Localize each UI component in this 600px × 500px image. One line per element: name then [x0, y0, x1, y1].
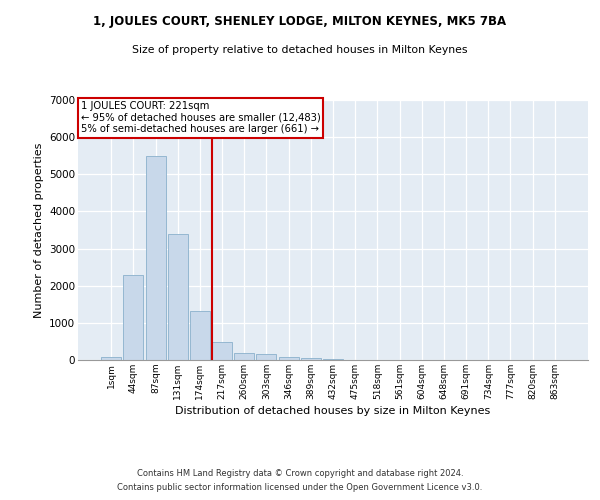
Bar	[212, 342, 232, 360]
Bar	[278, 356, 299, 360]
Bar	[190, 312, 210, 360]
Text: Size of property relative to detached houses in Milton Keynes: Size of property relative to detached ho…	[132, 45, 468, 55]
Text: 1, JOULES COURT, SHENLEY LODGE, MILTON KEYNES, MK5 7BA: 1, JOULES COURT, SHENLEY LODGE, MILTON K…	[94, 15, 506, 28]
Bar	[146, 156, 166, 360]
Bar	[101, 358, 121, 360]
Bar	[234, 352, 254, 360]
Bar	[301, 358, 321, 360]
Y-axis label: Number of detached properties: Number of detached properties	[34, 142, 44, 318]
Bar	[124, 274, 143, 360]
Text: Contains HM Land Registry data © Crown copyright and database right 2024.: Contains HM Land Registry data © Crown c…	[137, 468, 463, 477]
Text: Contains public sector information licensed under the Open Government Licence v3: Contains public sector information licen…	[118, 484, 482, 492]
Bar	[256, 354, 277, 360]
Text: 1 JOULES COURT: 221sqm
← 95% of detached houses are smaller (12,483)
5% of semi-: 1 JOULES COURT: 221sqm ← 95% of detached…	[80, 102, 320, 134]
Bar	[323, 358, 343, 360]
Bar	[168, 234, 188, 360]
X-axis label: Distribution of detached houses by size in Milton Keynes: Distribution of detached houses by size …	[175, 406, 491, 416]
